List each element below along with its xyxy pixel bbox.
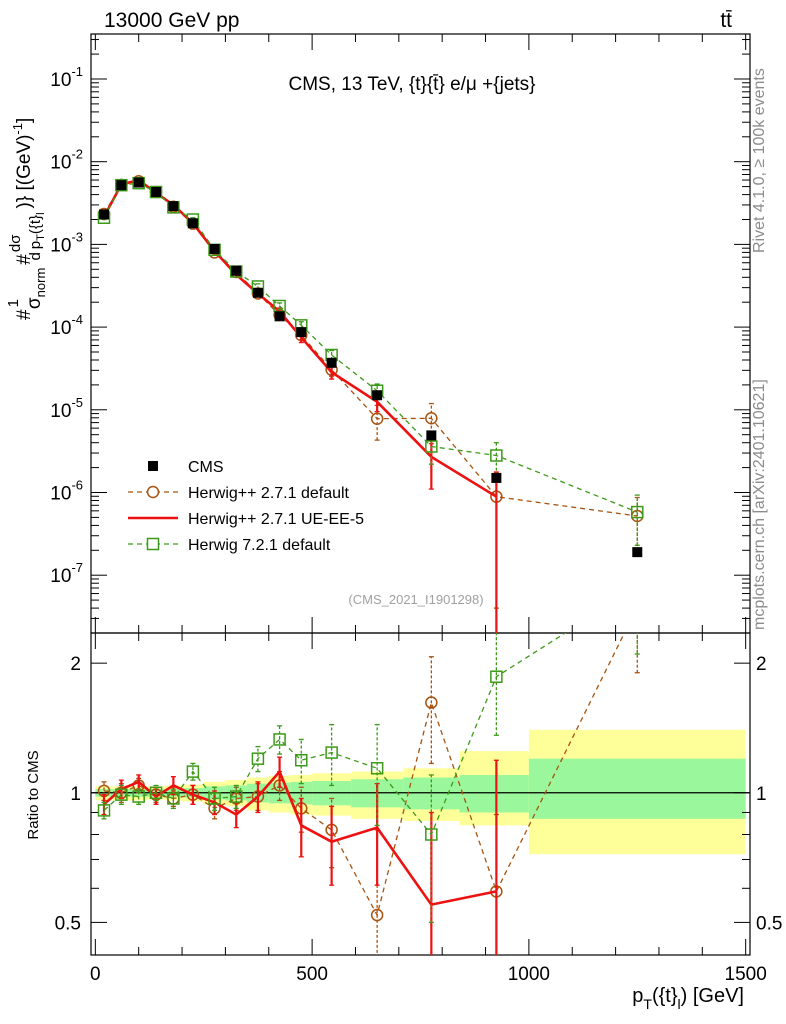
cms-data-point (426, 430, 437, 441)
cms-data-point (372, 390, 383, 401)
main-y-tick-label: 10-3 (50, 229, 83, 256)
ratio-herwigpp-default-point (632, 602, 643, 613)
band-inner-bin (459, 774, 529, 813)
ratio-frame (90, 632, 751, 956)
band-inner-bin (403, 777, 460, 810)
main-y-tick-label: 10-7 (50, 560, 83, 587)
main-y-tick-label: 10-1 (50, 64, 83, 91)
main-herwig7-point (425, 440, 438, 453)
ratio-herwig7-point (208, 792, 221, 805)
ratio-y-tick-label: 2 (70, 654, 81, 675)
x-tick-label: 500 (296, 964, 328, 985)
main-y-tick-label: 10-4 (50, 312, 83, 339)
legend-label: Herwig++ 2.7.1 UE-EE-5 (188, 511, 364, 528)
main-y-tick-label: 10-5 (50, 395, 83, 422)
ratio-herwigpp-default-point (370, 908, 384, 922)
ratio-herwig7-point (370, 762, 384, 775)
cms-data-point (187, 218, 198, 229)
x-tick-label: 1500 (725, 964, 767, 985)
cms-data-point (231, 265, 242, 276)
rivet-version-label: Rivet 4.1.0, ≥ 100k events (751, 68, 768, 253)
analysis-watermark: (CMS_2021_I1901298) (348, 592, 483, 607)
legend-label: CMS (188, 459, 224, 476)
ratio-herwig7-point (167, 792, 180, 805)
main-y-tick-label: 10-6 (50, 477, 83, 504)
main-axis-ticks: 10-7 10-6 10-5 10-4 10-3 10-2 10-1 (50, 34, 750, 634)
legend-marker-circle (146, 485, 160, 499)
main-herwig7-point (115, 178, 128, 192)
main-plot-series (97, 175, 644, 633)
ratio-y-tick-label-right: 0.5 (756, 913, 782, 934)
mcplots-source-label: mcplots.cern.ch [arXiv:2401.10621] (751, 379, 768, 630)
main-herwig7-point (490, 449, 503, 462)
ratio-herwigpp-default-point (425, 696, 438, 709)
ratio-y-tick-label: 1 (70, 784, 81, 805)
cms-data-point (209, 243, 220, 254)
x-tick-label: 0 (90, 964, 101, 985)
cms-data-point (168, 201, 179, 212)
main-herwig7-point (149, 185, 163, 199)
ratio-y-tick-label: 0.5 (55, 913, 81, 934)
ratio-herwig7-line (103, 633, 567, 836)
cms-data-point (296, 327, 307, 338)
main-y-tick-label: 10-2 (50, 147, 83, 174)
ratio-herwig7-point (490, 670, 503, 683)
legend-label: Herwig++ 2.7.1 default (188, 485, 350, 502)
cms-data-point (133, 177, 144, 188)
beam-label: 13000 GeV pp (104, 9, 239, 32)
ratio-herwig7-point (149, 786, 163, 800)
x-axis-label: pT({t}l) [GeV] (632, 985, 744, 1012)
legend: CMS Herwig++ 2.7.1 default Herwig++ 2.7.1 … (128, 459, 364, 554)
band-inner-bin (528, 758, 746, 819)
ratio-plot-series (97, 582, 643, 955)
cms-data-point (116, 180, 127, 191)
cms-data-point (274, 311, 285, 322)
cms-data-point (151, 187, 162, 198)
process-label: tt̄ (720, 9, 732, 32)
cms-data-point (99, 209, 110, 220)
ratio-herwig7-point (273, 733, 286, 746)
main-herwig7-line (103, 182, 638, 513)
ratio-herwig7-point (132, 790, 145, 803)
main-herwig7-point (631, 505, 644, 519)
main-herwigpp-default-line (103, 180, 638, 517)
main-plot-title: CMS, 13 TeV, {t}{t̄} e/μ +{jets} (288, 74, 535, 95)
ratio-herwig7-point (632, 582, 643, 593)
ratio-y-tick-label-right: 1 (756, 784, 767, 805)
ratio-y-tick-label-right: 2 (756, 654, 767, 675)
ratio-y-axis-label: Ratio to CMS (25, 750, 42, 839)
legend-marker-cms (148, 461, 158, 471)
main-herwigpp-default-point (370, 412, 384, 425)
cms-data-point (326, 357, 337, 368)
ratio-herwig7-point (97, 804, 111, 817)
cms-data-point (491, 472, 502, 483)
ratio-herwig7-point (251, 752, 265, 765)
cms-data-point (252, 287, 263, 298)
x-tick-label: 1000 (508, 964, 550, 985)
ratio-herwig7-point (295, 753, 308, 767)
ratio-herwig7-point (325, 746, 338, 759)
main-herwigpp-default-point (425, 412, 438, 425)
legend-marker-square (146, 537, 160, 551)
ratio-axis-ticks: 0.5 0.5 1 1 2 2 0 500 1000 1500 (55, 633, 782, 985)
ratio-herwig7-point (425, 828, 438, 841)
cms-data-point (632, 547, 643, 558)
ratio-herwig7-point (115, 788, 128, 801)
ratio-herwig7-point (186, 765, 200, 778)
ratio-herwig7-point (229, 790, 243, 803)
main-y-axis-label: #1 σnorm#dσdpT({t}l)} [(GeV)-1] (5, 118, 48, 320)
legend-label: Herwig 7.2.1 default (188, 537, 331, 554)
